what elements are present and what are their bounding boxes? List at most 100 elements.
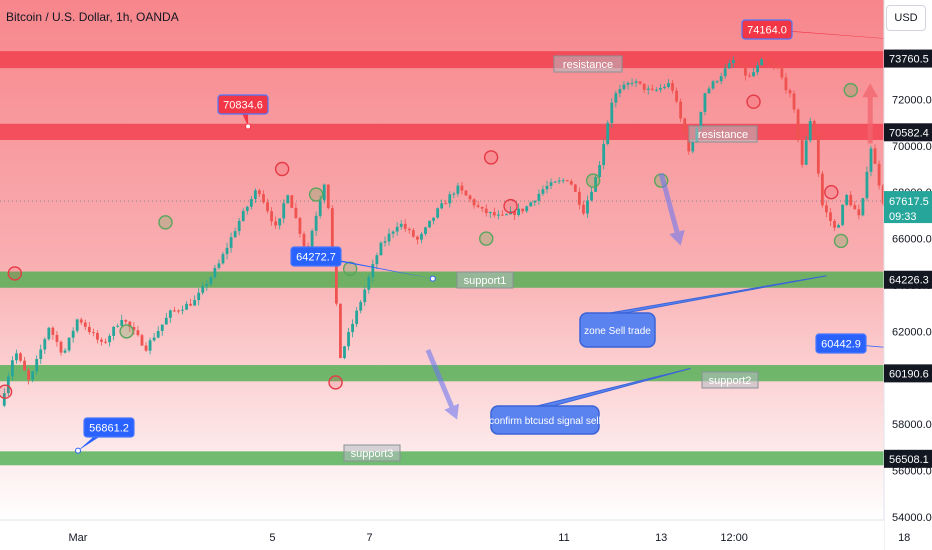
candle-body (6, 376, 10, 394)
candle-body (565, 180, 569, 182)
candle-body (614, 93, 618, 103)
candle-body (310, 230, 314, 247)
candle-body (869, 148, 873, 172)
resistance-price-tag-1: 73760.5 (889, 54, 929, 66)
candle-body (533, 200, 537, 203)
candle-body (505, 214, 508, 216)
currency-button[interactable]: USD (886, 5, 926, 31)
candle-body (424, 227, 427, 234)
candle-body (116, 325, 120, 327)
candle-body (2, 393, 6, 406)
support-zone-1 (0, 271, 884, 288)
candle-body (861, 198, 865, 216)
candle-body (237, 220, 241, 232)
candle-body (606, 122, 610, 144)
candle-body (253, 190, 257, 200)
candle-body (420, 233, 423, 240)
candle-body (71, 330, 75, 338)
support1-label: support1 (464, 275, 507, 287)
candle-body (841, 204, 845, 226)
candle-body (104, 341, 107, 343)
candle-body (808, 121, 812, 141)
support-price-tag-1: 64226.3 (889, 275, 929, 287)
candle-body (185, 303, 188, 310)
candle-body (602, 143, 606, 166)
candle-body (270, 211, 273, 222)
resistance-zone-2 (0, 123, 884, 140)
candle-body (561, 180, 565, 182)
candle-body (375, 255, 379, 265)
candle-body (59, 341, 63, 353)
candle-body (638, 81, 642, 84)
candle-body (812, 121, 816, 136)
candle-body (464, 190, 468, 196)
candle-body (294, 207, 298, 218)
candle-body (837, 225, 840, 228)
candle-body (484, 208, 488, 214)
candle-body (525, 206, 529, 212)
candle-body (618, 89, 622, 94)
candle-body (760, 59, 764, 66)
candle-body (213, 267, 217, 278)
candle-body (314, 215, 318, 231)
candle-body (667, 83, 670, 87)
candle-body (302, 233, 306, 247)
candle-body (136, 330, 140, 336)
down-arrow-4 (425, 349, 459, 420)
candle-body (35, 359, 39, 372)
candle-body (501, 214, 504, 216)
candle-body (590, 191, 593, 201)
support-zone-3 (0, 451, 884, 466)
candle-body (820, 173, 824, 206)
candle-body (330, 208, 334, 256)
candle-body (282, 203, 286, 219)
candle-body (379, 242, 383, 256)
candle-body (432, 217, 435, 221)
callout-box (83, 417, 135, 438)
candle-body (452, 193, 456, 195)
candle-body (739, 63, 743, 67)
candle-body (124, 320, 128, 322)
candle-body (274, 221, 278, 226)
green-circle-marker (119, 324, 134, 339)
candle-body (245, 206, 249, 211)
support3-label-box (343, 444, 401, 462)
candle-body (128, 321, 132, 327)
candle-body (10, 360, 14, 377)
x-tick-label-5: 12:00 (720, 532, 748, 544)
down-arrow-3 (658, 173, 685, 246)
candle-body (55, 334, 59, 342)
candle-body (164, 317, 168, 325)
y-tick-label-8: 70000.0 (892, 141, 932, 153)
callout-price-60442.9: 60442.9 (821, 339, 861, 351)
candle-body (456, 185, 460, 194)
candle-body (371, 264, 375, 278)
candle-body (347, 332, 350, 347)
callout-box (741, 19, 793, 40)
candle-body (140, 335, 144, 346)
candle-body (752, 72, 755, 77)
candle-body (262, 194, 265, 203)
candle-body (586, 200, 589, 214)
candle-body (23, 360, 26, 371)
red-circle-marker (274, 161, 290, 177)
candle-body (67, 337, 71, 351)
callout-price-74164.0: 74164.0 (747, 25, 787, 37)
candle-body (144, 345, 148, 351)
x-tick-label-2: 7 (367, 532, 373, 544)
callout-anchor-dot (245, 123, 252, 130)
candle-body (829, 212, 832, 222)
callout-box (290, 246, 342, 267)
candle-body (75, 319, 79, 331)
candle-body (776, 65, 780, 69)
callout-box (217, 94, 269, 115)
candle-body (177, 310, 180, 312)
candle-body (796, 109, 800, 141)
resistance-label-2-box (688, 125, 758, 143)
support-price-tag-2-bg (884, 364, 932, 383)
candle-body (79, 319, 83, 323)
candle-body (391, 231, 395, 234)
candle-body (671, 83, 674, 91)
support2-label-box (701, 371, 759, 389)
